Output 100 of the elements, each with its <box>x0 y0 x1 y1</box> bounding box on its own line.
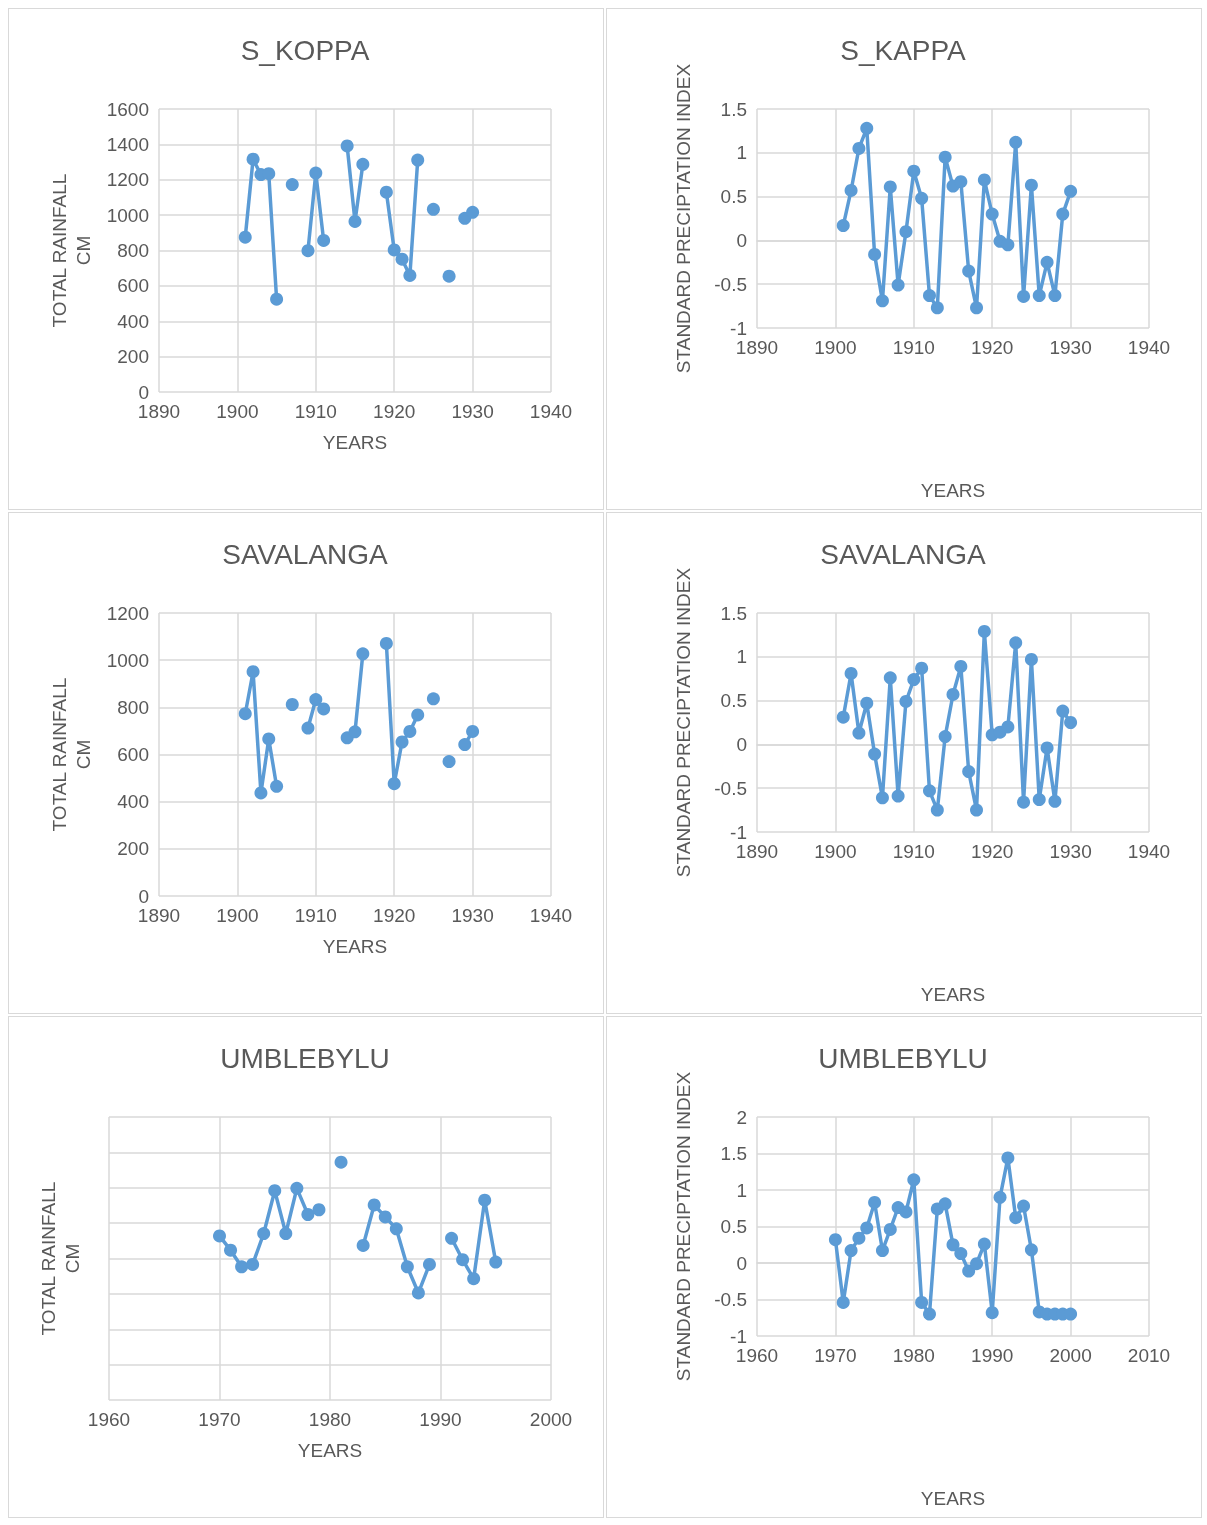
point <box>954 1247 968 1261</box>
y-tick-label: 2 <box>736 1106 747 1128</box>
point <box>317 702 331 716</box>
y-tick-label: 1200 <box>106 169 149 191</box>
point <box>262 732 276 746</box>
y-tick-label: -0.5 <box>714 1289 747 1310</box>
x-tick-label: 1960 <box>735 1345 779 1366</box>
point <box>379 636 393 650</box>
point <box>1064 1307 1078 1321</box>
x-tick-label: 1910 <box>892 337 935 358</box>
x-tick-label: 1990 <box>971 1345 1014 1366</box>
y-tick-label: 0.5 <box>720 186 747 208</box>
point <box>907 164 921 178</box>
point <box>1017 289 1031 303</box>
y-tick-label: 1 <box>736 1179 747 1201</box>
y-tick-label: 1000 <box>106 204 149 226</box>
point <box>899 694 913 708</box>
x-tick-label: 1910 <box>294 905 337 926</box>
point <box>458 738 472 752</box>
x-axis-title: YEARS <box>297 1439 363 1461</box>
x-tick-label: 1920 <box>373 905 416 926</box>
x-tick-label: 1940 <box>529 905 573 926</box>
point <box>1017 1199 1031 1213</box>
point <box>891 278 905 292</box>
y-tick-label: 1.5 <box>720 98 747 120</box>
point <box>1040 741 1054 755</box>
x-tick-label: 1890 <box>137 905 181 926</box>
point <box>930 803 944 817</box>
y-tick-label: 1 <box>736 646 747 668</box>
x-tick-label: 1930 <box>451 905 494 926</box>
point <box>309 166 323 180</box>
point <box>426 202 440 216</box>
x-tick-label: 1890 <box>735 841 779 862</box>
x-tick-label: 1980 <box>892 1345 935 1366</box>
x-tick-label: 1910 <box>294 401 337 422</box>
point <box>930 301 944 315</box>
point <box>379 185 393 199</box>
point <box>1064 716 1078 729</box>
point <box>246 152 260 166</box>
point <box>938 730 952 744</box>
point <box>1017 795 1031 809</box>
point <box>478 1193 492 1207</box>
point <box>262 167 276 181</box>
point <box>334 1155 348 1169</box>
point <box>395 735 409 749</box>
y-tick-label: 0 <box>736 229 747 251</box>
point <box>285 178 299 192</box>
chart-title: S_KAPPA <box>840 34 967 66</box>
point <box>309 693 323 707</box>
point <box>246 665 260 679</box>
point <box>411 1286 425 1300</box>
point <box>387 777 401 791</box>
point <box>852 726 866 740</box>
point <box>387 243 401 257</box>
y-tick-label: 1600 <box>106 98 149 120</box>
point <box>860 1221 874 1235</box>
point <box>213 1229 226 1243</box>
y-tick-label: 600 <box>117 275 149 297</box>
y-tick-label: 1.5 <box>720 1143 747 1164</box>
point <box>836 1295 850 1309</box>
y-tick-label: 1000 <box>106 649 149 671</box>
point <box>1056 704 1070 718</box>
x-tick-label: 1970 <box>814 1345 857 1366</box>
y-tick-label: 0 <box>138 885 149 907</box>
point <box>442 755 456 769</box>
point <box>340 139 354 153</box>
y-tick-label: 0 <box>138 381 149 403</box>
x-tick-label: 1900 <box>216 905 259 926</box>
y-tick-label: 800 <box>117 240 149 261</box>
point <box>238 230 252 244</box>
point <box>301 721 315 735</box>
point <box>466 724 480 738</box>
x-tick-label: 1960 <box>87 1409 131 1430</box>
y-axis-title: STANDARD PRECIPTATION INDEX <box>672 567 694 878</box>
point <box>915 1295 929 1309</box>
point <box>836 219 850 232</box>
point <box>844 183 858 197</box>
point <box>868 747 882 761</box>
point <box>254 786 268 800</box>
x-tick-label: 2000 <box>1049 1345 1092 1366</box>
point <box>954 175 968 189</box>
y-tick-label: -0.5 <box>714 777 747 799</box>
point <box>1009 1211 1023 1225</box>
point <box>235 1260 249 1274</box>
point <box>977 624 991 638</box>
point <box>467 1272 481 1286</box>
point <box>367 1198 381 1212</box>
point <box>844 666 858 680</box>
point <box>224 1243 238 1257</box>
point <box>456 1253 470 1267</box>
point <box>970 803 984 817</box>
point <box>389 1222 403 1236</box>
point <box>356 157 370 171</box>
point <box>268 1184 282 1198</box>
point <box>852 1231 866 1245</box>
point <box>257 1227 271 1241</box>
x-axis-title: YEARS <box>322 431 388 453</box>
x-tick-label: 1920 <box>971 337 1014 358</box>
y-tick-label: 400 <box>117 310 149 332</box>
point <box>1001 238 1015 252</box>
